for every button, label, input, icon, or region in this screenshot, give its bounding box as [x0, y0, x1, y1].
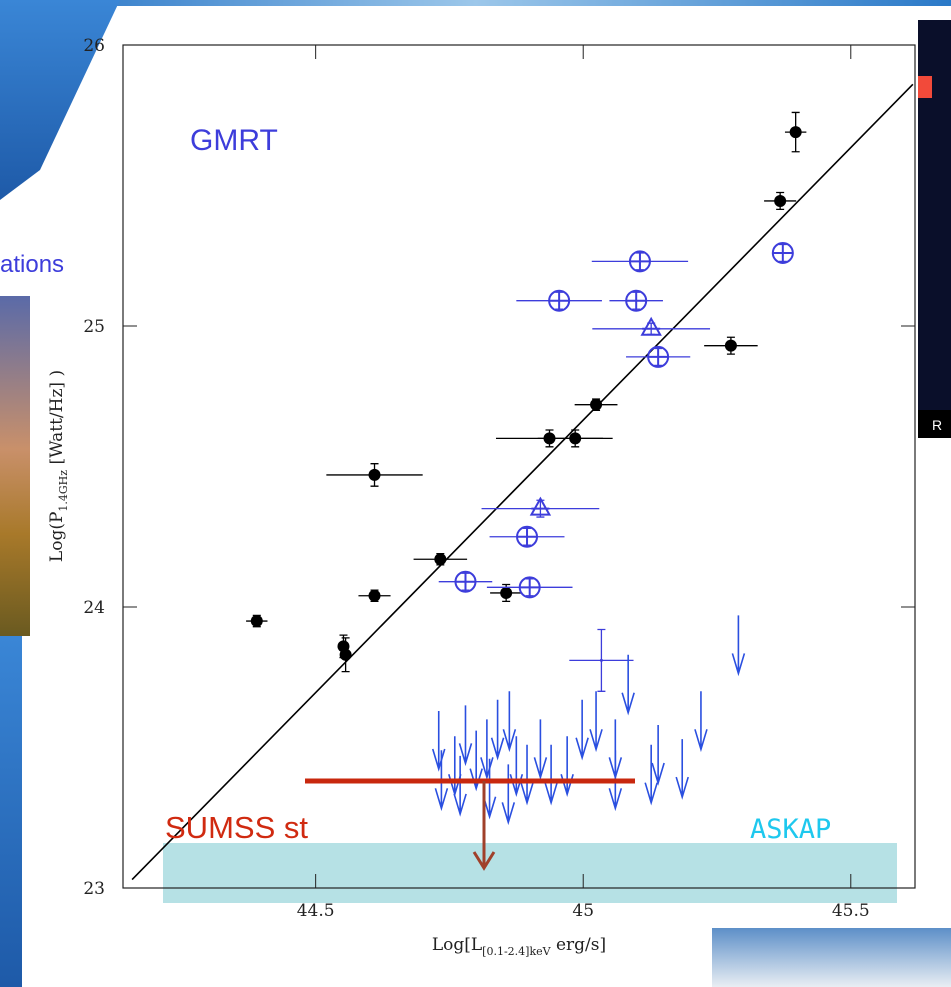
point [771, 241, 794, 264]
y-axis-label: Log(P1.4GHz [Watt/Hz] ) [47, 370, 70, 562]
x-axis-label-part: [0.1-2.4]keV [482, 945, 551, 958]
upper-limit [675, 739, 689, 800]
fit-line [131, 83, 914, 881]
y-tick-label: 25 [83, 317, 105, 337]
point [434, 553, 447, 566]
limit-arrowhead [472, 851, 496, 871]
y-tick-label: 23 [83, 879, 105, 899]
point [500, 586, 513, 599]
y-axis-label-part: Log(P [47, 512, 67, 562]
upper-limit [490, 699, 505, 761]
x-axis-label-part: erg/s] [551, 935, 607, 955]
upper-limit [544, 744, 558, 806]
left-strip [0, 636, 22, 987]
x-axis-label-part: Log[L [432, 935, 482, 955]
radio-caption-bg [918, 410, 951, 438]
y-tick-label: 26 [83, 36, 105, 56]
point [529, 496, 552, 516]
point [339, 648, 352, 661]
upper-limit [644, 744, 658, 806]
upper-limit [731, 615, 746, 677]
y-tick-label: 24 [83, 598, 105, 618]
top-bar [0, 0, 951, 6]
point [724, 339, 737, 352]
point [250, 615, 263, 628]
upper-limit [621, 654, 635, 716]
telescope-photo [0, 296, 30, 636]
left-decoration [0, 0, 120, 200]
point [518, 576, 541, 599]
point [569, 432, 582, 445]
sky-photo [712, 928, 951, 987]
upper-limit [651, 725, 665, 786]
y-axis-label-part: [Watt/Hz] ) [47, 370, 67, 470]
radio-hotspot [918, 76, 932, 98]
x-tick-label: 44.5 [297, 901, 335, 921]
upper-limit [480, 719, 494, 781]
annotation: SUMSS st [165, 810, 308, 845]
x-axis-label: Log[L[0.1-2.4]keV erg/s] [432, 935, 606, 958]
point [599, 658, 603, 662]
y-axis-label-part: 1.4GHz [57, 470, 70, 512]
upper-limit [575, 699, 589, 761]
upper-limit [482, 758, 497, 820]
x-tick-label: 45 [572, 901, 594, 921]
point [625, 289, 648, 312]
point [789, 126, 802, 139]
slide-fragment: R [932, 417, 942, 433]
point [368, 468, 381, 481]
point [548, 289, 571, 312]
point [628, 250, 651, 273]
point [774, 194, 787, 207]
plot-frame [122, 44, 916, 889]
upper-limit [431, 710, 446, 772]
plot-area: 44.5 45 45.5 23 24 25 26 Log[L[0.1-2.4]keV erg/… [47, 36, 915, 958]
point [368, 589, 381, 602]
annotation: ASKAP [750, 814, 831, 845]
point [516, 525, 539, 548]
annotation: GMRT [190, 124, 278, 157]
upper-limit [509, 736, 524, 798]
upper-limit [501, 764, 516, 826]
upper-limit [589, 691, 603, 753]
point [454, 570, 477, 593]
point [590, 398, 603, 411]
slide-fragment: ations [0, 251, 64, 278]
upper-limit [520, 744, 534, 806]
upper-limit [502, 691, 517, 753]
point [647, 345, 670, 368]
upper-limit [458, 705, 473, 767]
x-tick-label: 45.5 [832, 901, 870, 921]
upper-limit [560, 736, 574, 798]
upper-limit [694, 691, 708, 753]
upper-limit [448, 736, 462, 798]
point [640, 316, 662, 336]
upper-limit [453, 755, 467, 817]
upper-limit [533, 719, 548, 781]
askap-band [163, 843, 897, 903]
